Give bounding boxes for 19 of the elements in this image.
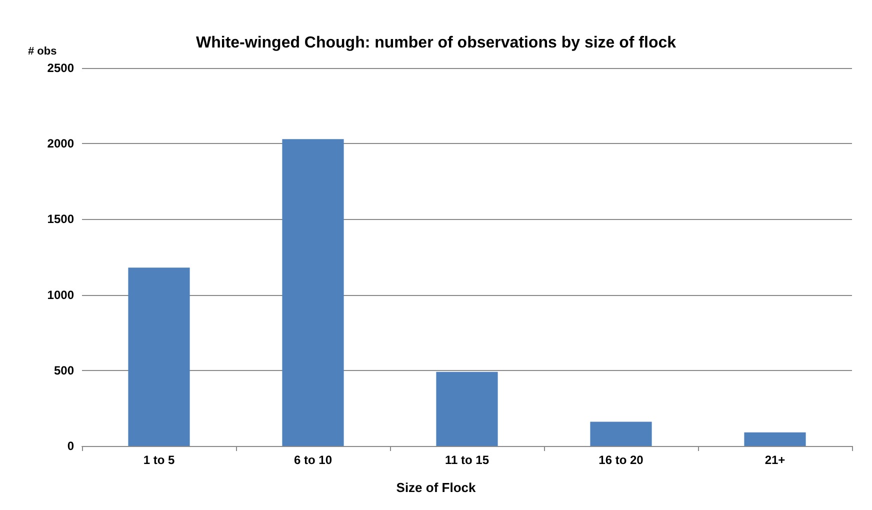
bar xyxy=(128,268,190,446)
y-tick-label: 2500 xyxy=(47,61,74,75)
x-tick-label: 11 to 15 xyxy=(444,453,490,467)
y-tick-label: 500 xyxy=(54,363,74,378)
y-tick-label: 2000 xyxy=(47,136,74,151)
x-tick-label: 1 to 5 xyxy=(143,453,175,467)
x-tick-label: 6 to 10 xyxy=(294,453,332,467)
y-tick-label: 0 xyxy=(67,439,74,453)
y-tick-label: 1000 xyxy=(47,288,74,302)
chart-title: White-winged Chough: number of observations by size of flock xyxy=(196,34,676,52)
y-tick-label: 1500 xyxy=(47,212,74,226)
bar xyxy=(590,422,652,446)
bar xyxy=(744,432,806,446)
y-axis-title: # obs xyxy=(28,46,57,58)
x-tick-label: 16 to 20 xyxy=(598,453,644,467)
x-axis-title: Size of Flock xyxy=(396,480,476,495)
bar xyxy=(282,139,344,446)
x-tick-label: 21+ xyxy=(764,453,786,467)
bar xyxy=(436,372,498,446)
